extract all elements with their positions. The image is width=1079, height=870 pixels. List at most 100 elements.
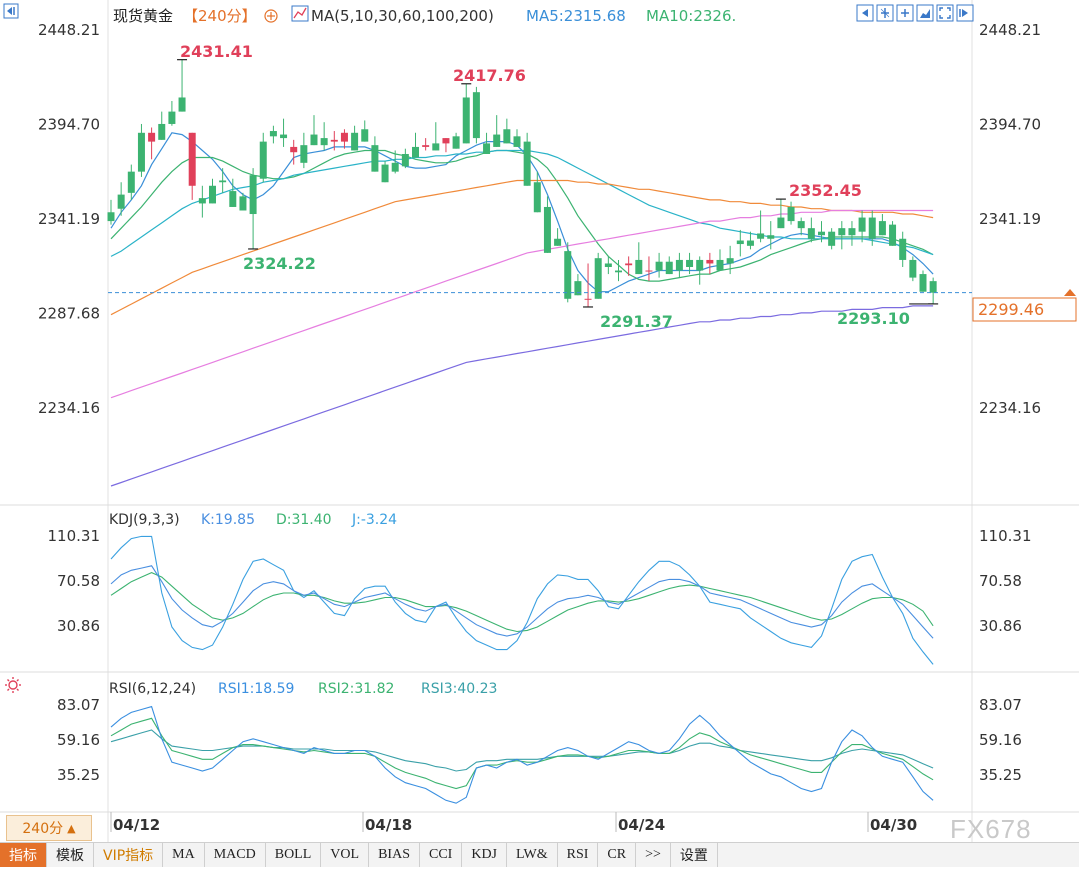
chart-toolbar (856, 4, 974, 22)
candle (503, 118, 511, 144)
annotation-low-0424: 2291.37 (600, 312, 673, 331)
candle (797, 217, 805, 236)
x-axis: 04/12 04/18 04/24 04/30 (110, 812, 917, 834)
kdj-tick-right: 110.31 (979, 527, 1032, 545)
ma10-line (110, 149, 934, 282)
bottom-tab-14[interactable]: 设置 (671, 843, 718, 867)
collapse-left-icon[interactable] (3, 3, 19, 19)
price-tick-right: 2448.21 (979, 21, 1041, 39)
bottom-tab-7[interactable]: BIAS (369, 843, 420, 867)
x-tick-label: 04/24 (618, 816, 665, 834)
candle (818, 221, 825, 243)
candle (320, 122, 328, 151)
bottom-tab-10[interactable]: LW& (507, 843, 558, 867)
kdj-k-line (110, 565, 934, 639)
candle (807, 217, 815, 243)
triangle-up-icon: ▲ (67, 821, 76, 835)
candle (878, 214, 886, 236)
ma5-value: MA5:2315.68 (526, 7, 626, 25)
period-selector-button[interactable]: 240分 ▲ (6, 815, 92, 841)
rsi-label: RSI(6,12,24) (109, 681, 196, 697)
candle (675, 252, 683, 278)
price-axis-left: 2448.21 2394.70 2341.19 2287.68 2234.16 (38, 21, 100, 417)
candle (787, 201, 795, 225)
price-tick-left: 2287.68 (38, 304, 100, 322)
candle (148, 127, 156, 160)
candle (533, 171, 541, 213)
bottom-tab-4[interactable]: MACD (205, 843, 266, 867)
ma30-line (110, 149, 934, 257)
add-indicator-icon[interactable] (264, 9, 278, 23)
rsi2-line (110, 717, 934, 790)
candle (442, 138, 450, 153)
candle (340, 129, 348, 149)
candle (472, 86, 480, 144)
watermark: FX678 (950, 814, 1032, 844)
bottom-tab-2[interactable]: VIP指标 (94, 843, 164, 867)
candle (361, 120, 369, 142)
zoom-in-icon[interactable] (896, 4, 914, 22)
candle (462, 83, 470, 144)
candle (625, 256, 633, 276)
candle (412, 132, 419, 158)
candle (401, 148, 409, 169)
candle (838, 221, 846, 250)
ma200-line (110, 305, 934, 487)
candle (381, 161, 389, 183)
annotation-low-0412: 2324.22 (243, 254, 316, 273)
bottom-tab-9[interactable]: KDJ (462, 843, 507, 867)
bottom-tab-12[interactable]: CR (598, 843, 637, 867)
candle (422, 138, 430, 151)
candle (716, 249, 724, 271)
price-tick-left: 2394.70 (38, 115, 100, 133)
rsi-settings-icon[interactable] (5, 677, 21, 693)
bottom-tab-11[interactable]: RSI (558, 843, 599, 867)
candle (543, 196, 551, 253)
candle (351, 125, 359, 151)
kdj-tick-left: 70.58 (57, 572, 100, 590)
candle (158, 111, 166, 140)
candle (330, 131, 338, 151)
move-right-icon[interactable] (956, 4, 974, 22)
bottom-tab-0[interactable]: 指标 (0, 843, 47, 867)
candle (696, 256, 704, 285)
candle (767, 221, 775, 250)
bottom-tab-3[interactable]: MA (163, 843, 205, 867)
annotation-high-0418: 2417.76 (453, 66, 526, 85)
bottom-tab-8[interactable]: CCI (420, 843, 463, 867)
rsi3-value: RSI3:40.23 (421, 681, 497, 697)
indicator-chart-icon[interactable] (291, 5, 309, 22)
move-left-icon[interactable] (856, 4, 874, 22)
candle (594, 252, 602, 299)
fullscreen-icon[interactable] (936, 4, 954, 22)
candle (706, 252, 714, 275)
bottom-tab-6[interactable]: VOL (321, 843, 370, 867)
bottom-tab-1[interactable]: 模板 (47, 843, 94, 867)
rsi-tick-left: 35.25 (57, 766, 100, 784)
candle (209, 178, 216, 204)
bottom-tab-5[interactable]: BOLL (266, 843, 322, 867)
candle (483, 132, 491, 154)
rsi1-line (110, 705, 934, 804)
candle (127, 164, 135, 200)
annotation-high-0428: 2352.45 (789, 181, 862, 200)
rsi-axis-left: 83.07 59.16 35.25 (57, 696, 100, 784)
zoom-out-icon[interactable] (876, 4, 894, 22)
chart-area-icon[interactable] (916, 4, 934, 22)
ma10-value: MA10:2326. (646, 7, 736, 25)
rsi-tick-left: 83.07 (57, 696, 100, 714)
rsi-tick-right: 59.16 (979, 731, 1022, 749)
price-up-arrow-icon (1064, 289, 1076, 296)
period-tag: 【240分】 (183, 7, 257, 25)
candle (584, 263, 592, 307)
bottom-tab-13[interactable]: >> (636, 843, 671, 867)
period-selector-label: 240分 (22, 821, 64, 837)
kdj-tick-left: 30.86 (57, 617, 100, 635)
candle (198, 185, 206, 218)
candle (919, 270, 927, 292)
price-tick-right: 2341.19 (979, 210, 1041, 228)
kdj-axis-left: 110.31 70.58 30.86 (48, 527, 101, 635)
